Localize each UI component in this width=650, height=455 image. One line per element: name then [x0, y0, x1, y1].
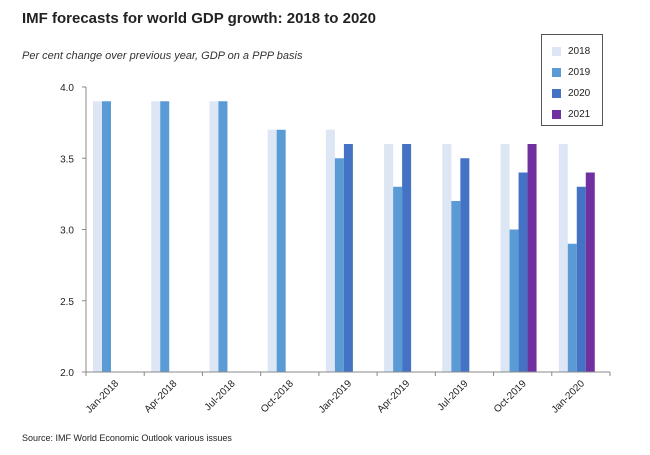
- y-tick-label-4.0: 4.0: [60, 83, 74, 94]
- bar-2020-oct-2019: [518, 172, 528, 372]
- y-tick-label-2.0: 2.0: [60, 368, 74, 379]
- bar-2020-jan-2020: [576, 186, 586, 372]
- bar-2018-jul-2018: [209, 101, 219, 372]
- chart-legend: 2018 2019 2020 2021: [541, 34, 603, 126]
- x-tick-label-oct-2018: Oct-2018: [259, 378, 296, 415]
- bar-2019-jul-2018: [218, 101, 228, 372]
- x-tick-label-apr-2019: Apr-2019: [375, 378, 412, 415]
- bar-2020-jul-2019: [460, 158, 470, 372]
- bar-2019-apr-2019: [393, 186, 403, 372]
- bar-2019-oct-2019: [509, 229, 519, 372]
- chart-source: Source: IMF World Economic Outlook vario…: [22, 433, 232, 443]
- bar-2018-jan-2018: [93, 101, 102, 372]
- bar-2019-apr-2018: [160, 101, 170, 372]
- y-tick-label-2.5: 2.5: [60, 297, 74, 308]
- bar-2018-jan-2019: [325, 129, 335, 372]
- legend-swatch-2020: [552, 89, 561, 98]
- bar-2018-jul-2019: [442, 144, 452, 372]
- x-tick-label-jan-2018: Jan-2018: [84, 378, 122, 416]
- bar-2020-apr-2019: [402, 144, 412, 372]
- bar-2019-jan-2018: [102, 101, 111, 372]
- bar-2019-jan-2020: [567, 243, 577, 372]
- legend-item-2021: 2021: [552, 104, 602, 125]
- x-tick-label-jul-2018: Jul-2018: [203, 378, 238, 413]
- bar-2021-jan-2020: [585, 172, 595, 372]
- legend-label-2021: 2021: [568, 109, 591, 120]
- bar-2018-apr-2018: [151, 101, 161, 372]
- x-tick-label-oct-2019: Oct-2019: [492, 378, 529, 415]
- bar-2018-oct-2019: [500, 144, 510, 372]
- bar-2019-jul-2019: [451, 201, 461, 372]
- y-tick-label-3.0: 3.0: [60, 226, 74, 237]
- legend-label-2018: 2018: [568, 46, 591, 57]
- bar-2020-jan-2019: [343, 144, 353, 372]
- bar-2019-jan-2019: [334, 158, 344, 372]
- legend-swatch-2021: [552, 110, 561, 119]
- legend-swatch-2018: [552, 47, 561, 56]
- legend-swatch-2019: [552, 68, 561, 77]
- bar-2019-oct-2018: [276, 129, 286, 372]
- legend-item-2020: 2020: [552, 83, 602, 104]
- bar-2018-apr-2019: [384, 144, 394, 372]
- bar-2018-jan-2020: [558, 144, 568, 372]
- x-tick-label-jul-2019: Jul-2019: [436, 378, 471, 413]
- chart-title: IMF forecasts for world GDP growth: 2018…: [22, 10, 376, 27]
- legend-label-2019: 2019: [568, 67, 591, 78]
- legend-label-2020: 2020: [568, 88, 591, 99]
- y-tick-label-3.5: 3.5: [60, 154, 74, 165]
- chart-subtitle: Per cent change over previous year, GDP …: [22, 50, 303, 62]
- x-tick-label-apr-2018: Apr-2018: [143, 378, 180, 415]
- x-tick-label-jan-2019: Jan-2019: [317, 378, 355, 416]
- legend-item-2018: 2018: [552, 41, 602, 62]
- bar-2021-oct-2019: [527, 144, 537, 372]
- bar-2018-oct-2018: [267, 129, 277, 372]
- legend-item-2019: 2019: [552, 62, 602, 83]
- x-tick-label-jan-2020: Jan-2020: [550, 378, 588, 416]
